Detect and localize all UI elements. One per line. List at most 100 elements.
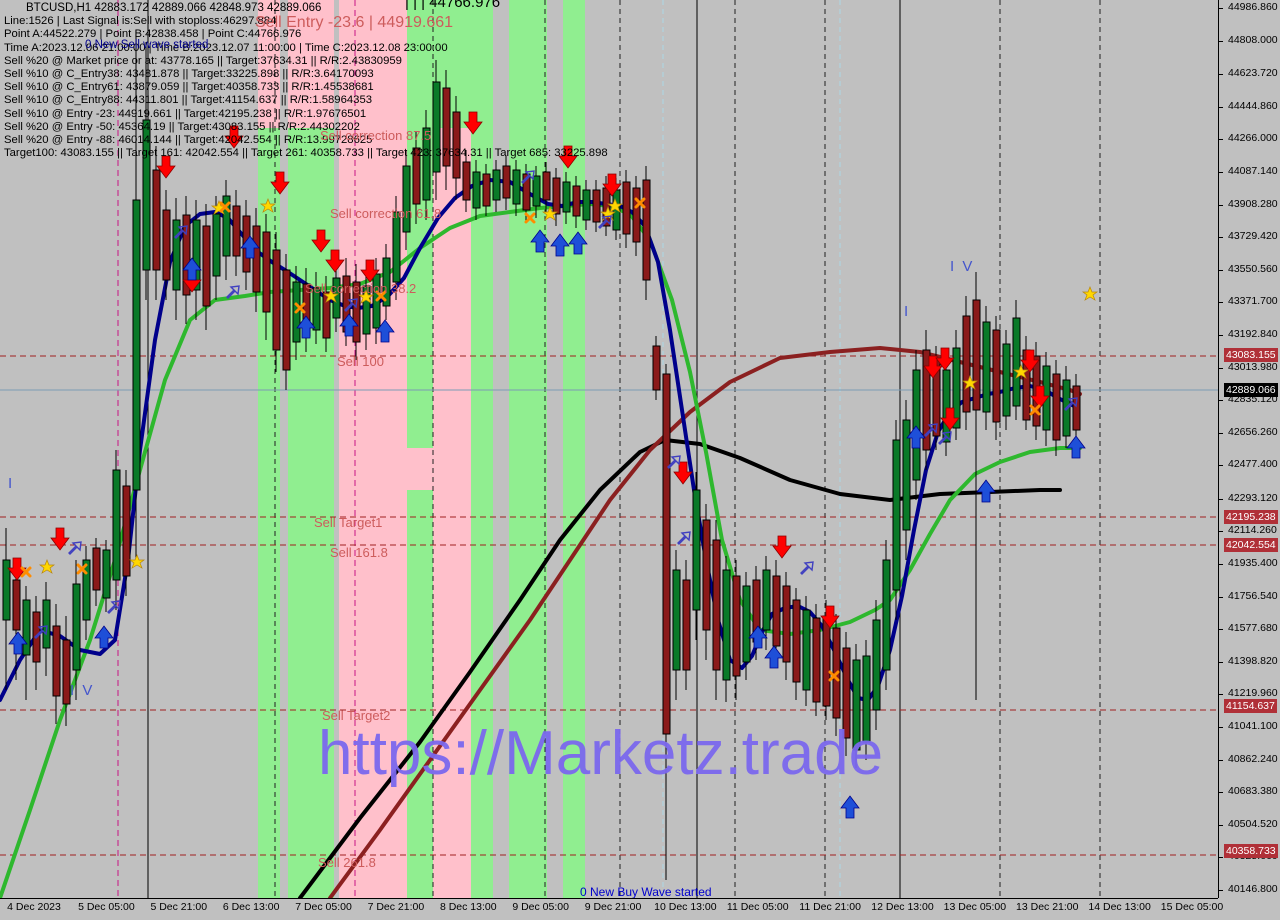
label-wave-IV-left: I V: [70, 682, 95, 699]
band-bull: [471, 0, 493, 898]
price-highlight-label[interactable]: 42195.238: [1224, 509, 1278, 524]
label-sell-correction-618: Sell correction 61.8: [330, 206, 442, 221]
y-tick-label: 41756.540: [1228, 589, 1278, 602]
band-bear: [288, 0, 334, 128]
x-tick-label: 9 Dec 21:00: [584, 901, 642, 913]
y-tick-label: 43908.280: [1228, 197, 1278, 210]
y-tick-mark: [1218, 204, 1223, 206]
x-tick-label: 11 Dec 21:00: [799, 901, 861, 913]
label-sell-target2: Sell Target2: [322, 708, 391, 723]
label-sell-target1: Sell Target1: [314, 515, 383, 530]
info-line-7: Sell %10 @ C_Entry88: 44311.801 || Targe…: [4, 94, 373, 107]
y-tick-mark: [1218, 139, 1223, 141]
label-wave-IV-right: I V: [950, 258, 975, 275]
y-tick-label: 44087.140: [1228, 164, 1278, 177]
label-sell-1618: Sell 161.8: [330, 545, 388, 560]
cross-icons: [20, 197, 1041, 682]
ma-black: [298, 438, 1062, 898]
star-icons: [38, 198, 1099, 574]
y-tick-mark: [1218, 727, 1223, 729]
y-tick-mark: [1218, 824, 1223, 826]
y-tick-label: 43013.980: [1228, 360, 1278, 373]
y-tick-label: 40683.380: [1228, 785, 1278, 798]
x-tick-label: 7 Dec 05:00: [295, 901, 352, 913]
chart-info-panel: BTCUSD,H1 42883.172 42889.066 42848.973 …: [4, 2, 608, 160]
sell-arrow-icons: [7, 111, 1050, 629]
y-tick-mark: [1218, 74, 1223, 76]
price-highlight-label[interactable]: 41154.637: [1224, 699, 1277, 714]
y-tick-mark: [1218, 269, 1223, 271]
info-line-4: Sell %20 @ Market price or at: 43778.165…: [4, 54, 402, 67]
y-tick-label: 41577.680: [1228, 622, 1278, 635]
y-tick-mark: [1218, 8, 1223, 9]
label-wave-I-right: I: [904, 303, 911, 320]
y-tick-mark: [1218, 465, 1223, 467]
candle-bodies: [2, 81, 1081, 751]
x-tick-label: 13 Dec 05:00: [943, 901, 1007, 913]
y-tick-label: 44444.860: [1228, 99, 1278, 112]
y-tick-label: 42656.260: [1228, 425, 1278, 438]
label-new-buy-wave: 0 New Buy Wave started: [580, 885, 712, 898]
y-tick-mark: [1218, 400, 1223, 402]
label-sell-2618: Sell 261.8: [318, 855, 376, 870]
y-tick-mark: [1218, 367, 1223, 369]
buy-arrow-icons: [8, 229, 1086, 819]
price-highlight-label[interactable]: 42042.554: [1224, 537, 1278, 552]
y-tick-label: 41219.960: [1228, 687, 1278, 700]
y-tick-mark: [1218, 661, 1223, 663]
y-tick-label: 40862.240: [1228, 752, 1278, 765]
y-tick-mark: [1218, 857, 1223, 859]
label-sell-correction-382: Sell correction 38.2: [305, 281, 417, 296]
price-axis[interactable]: 44986.860 44808.000 44623.720 44444.860 4426…: [1218, 0, 1280, 898]
band-bear: [407, 448, 433, 490]
y-tick-label: 44808.000: [1228, 33, 1278, 46]
y-tick-label: 41935.400: [1228, 557, 1278, 570]
x-tick-label: 14 Dec 13:00: [1088, 901, 1151, 913]
x-tick-label: 12 Dec 13:00: [871, 901, 934, 913]
outline-arrow-icons: [34, 170, 1078, 639]
band-bear: [339, 0, 407, 128]
x-tick-label: 15 Dec 05:00: [1160, 901, 1224, 913]
y-axis-line: [1218, 0, 1219, 898]
price-highlight-label[interactable]: 43083.155: [1224, 347, 1278, 362]
x-tick-label: 13 Dec 21:00: [1016, 901, 1079, 913]
y-tick-label: 40146.800: [1228, 883, 1278, 895]
label-sell-correction-875: Sell correction 87.5: [320, 128, 432, 143]
y-tick-label: 41398.820: [1228, 654, 1278, 667]
x-tick-label: 4 Dec 2023: [7, 901, 61, 913]
y-tick-mark: [1218, 531, 1223, 533]
y-tick-mark: [1218, 40, 1223, 42]
info-line-9: Sell %20 @ Entry -50: 45364.19 || Target…: [4, 120, 360, 133]
site-watermark: https://Marketz.trade: [318, 719, 884, 788]
y-tick-mark: [1218, 237, 1223, 239]
label-wave-I-left: I: [8, 475, 15, 492]
band-bull: [288, 128, 334, 898]
y-tick-mark: [1218, 171, 1223, 173]
info-line-10: Sell %20 @ Entry -88: 46014.144 || Targe…: [4, 134, 373, 147]
x-tick-label: 9 Dec 05:00: [512, 901, 569, 913]
x-tick-label: 5 Dec 21:00: [150, 901, 208, 913]
x-tick-label: 11 Dec 05:00: [726, 901, 789, 913]
y-tick-label: 43192.840: [1228, 327, 1278, 340]
info-line-3: Time A:2023.12.06 21:00:00 | Time B:2023…: [4, 41, 448, 54]
x-tick-label: 10 Dec 13:00: [654, 901, 717, 913]
price-highlight-label[interactable]: 42889.066: [1224, 383, 1278, 398]
band-bull: [509, 0, 547, 898]
session-bands: [258, 0, 585, 898]
price-highlight-label[interactable]: 40358.733: [1224, 844, 1278, 859]
label-sell-100: Sell 100: [337, 354, 384, 369]
y-tick-label: 44986.860: [1228, 1, 1278, 13]
y-tick-mark: [1218, 498, 1223, 500]
y-tick-mark: [1218, 759, 1223, 761]
time-axis[interactable]: 4 Dec 2023 5 Dec 05:00 5 Dec 21:00 6 Dec 13…: [0, 898, 1280, 920]
x-tick-label: 8 Dec 13:00: [439, 901, 497, 913]
y-tick-label: 42293.120: [1228, 491, 1278, 504]
chart-plot-area[interactable]: https://Marketz.trade BTCUSD,H1 42883.17…: [0, 0, 1218, 898]
info-line-6: Sell %10 @ C_Entry61: 43879.059 || Targe…: [4, 81, 374, 94]
candlesticks: [2, 30, 1081, 880]
aux-separators: [662, 0, 841, 898]
y-tick-label: 42477.400: [1228, 458, 1278, 471]
y-tick-label: 44623.720: [1228, 67, 1278, 80]
y-tick-mark: [1218, 596, 1223, 598]
